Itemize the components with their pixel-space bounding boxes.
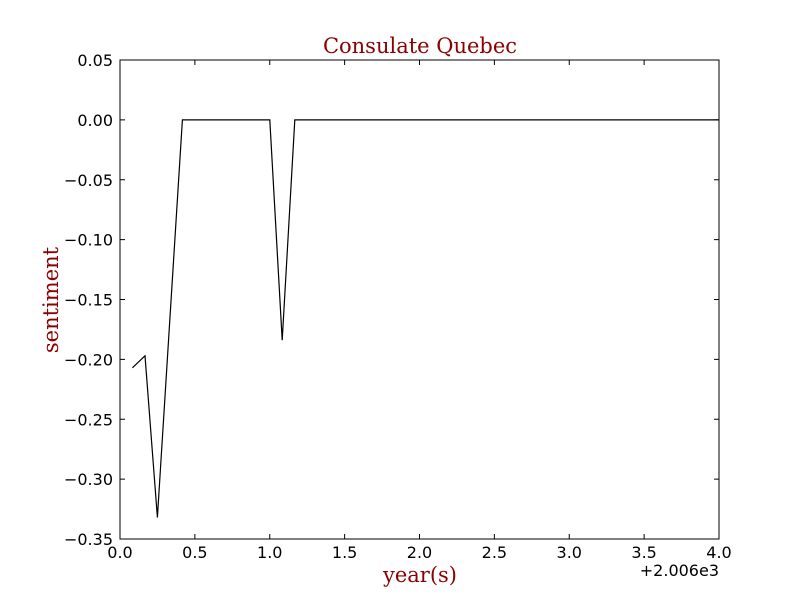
y-tick-label: −0.15 [64, 291, 113, 310]
y-tick-label: −0.35 [64, 530, 113, 549]
y-tick-label: 0.00 [77, 111, 113, 130]
plot-frame [119, 59, 720, 540]
y-tick-label: −0.20 [64, 350, 113, 369]
x-tick-label: 1.5 [332, 543, 357, 562]
y-tick-label: 0.05 [77, 51, 113, 70]
x-tick-label: 2.5 [482, 543, 507, 562]
x-tick-label: 3.0 [557, 543, 582, 562]
x-tick-label: 0.5 [182, 543, 207, 562]
x-axis-offset-label: +2.006e3 [640, 561, 719, 580]
x-axis-title: year(s) [382, 563, 457, 587]
x-tick-label: 0.0 [107, 543, 132, 562]
y-axis: 0.05 0.00 −0.05 −0.10 −0.15 −0.20 −0.25 −0.30 −0… [64, 51, 719, 549]
x-tick-label: 2.0 [407, 543, 432, 562]
x-tick-label: 3.5 [631, 543, 656, 562]
y-tick-label: −0.05 [64, 171, 113, 190]
y-tick-label: −0.25 [64, 410, 113, 429]
plot-area [119, 59, 720, 540]
y-tick-label: −0.10 [64, 231, 113, 250]
x-tick-label: 4.0 [706, 543, 731, 562]
x-axis: 0.0 0.5 1.0 1.5 2.0 2.5 3.0 3.5 4.0 [107, 60, 732, 562]
y-axis-title: sentiment [39, 246, 63, 353]
x-tick-label: 1.0 [257, 543, 282, 562]
y-tick-label: −0.30 [64, 470, 113, 489]
series-line-0 [131, 119, 719, 518]
chart-title: Consulate Quebec [323, 34, 517, 58]
